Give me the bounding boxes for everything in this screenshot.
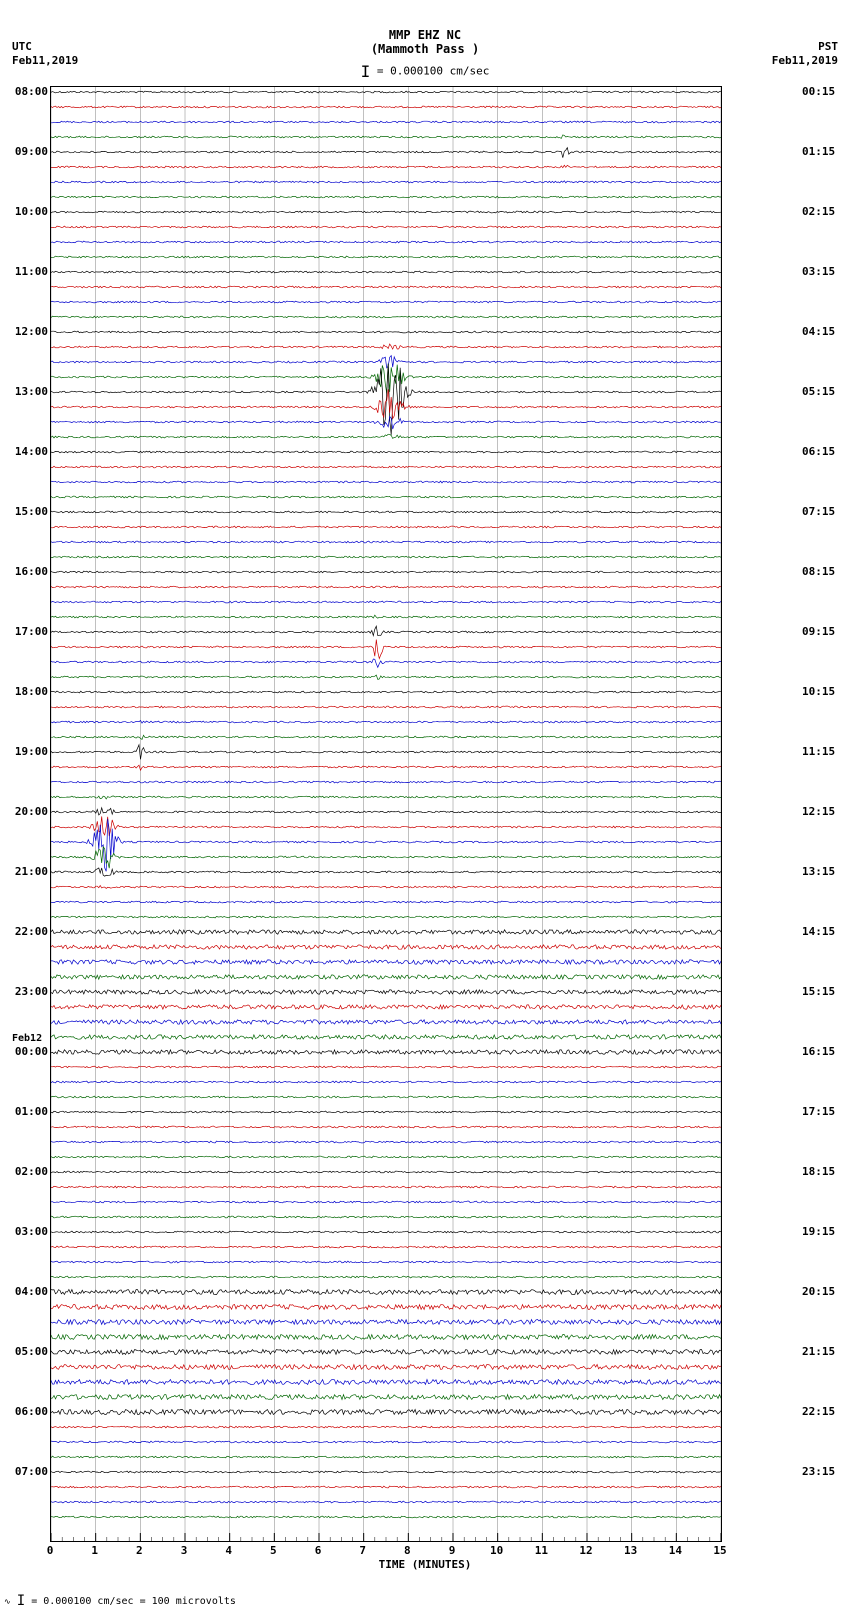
pst-time-label: 04:15 [802,325,838,338]
utc-time-label: 15:00 [12,505,48,518]
seismogram-container: MMP EHZ NC (Mammoth Pass ) I = 0.000100 … [0,0,850,1613]
utc-label: UTC [12,40,32,53]
x-axis-label: TIME (MINUTES) [0,1558,850,1571]
pst-time-label: 07:15 [802,505,838,518]
x-tick-label: 8 [404,1544,411,1557]
pst-time-label: 20:15 [802,1285,838,1298]
utc-time-label: 21:00 [12,865,48,878]
x-tick-label: 0 [47,1544,54,1557]
utc-time-label: 10:00 [12,205,48,218]
footer-text: = 0.000100 cm/sec = 100 microvolts [31,1596,236,1607]
pst-time-label: 10:15 [802,685,838,698]
x-tick-label: 6 [315,1544,322,1557]
utc-time-label: 17:00 [12,625,48,638]
utc-time-label: 16:00 [12,565,48,578]
x-tick-label: 4 [225,1544,232,1557]
x-tick-label: 13 [624,1544,637,1557]
pst-time-label: 01:15 [802,145,838,158]
pst-time-label: 16:15 [802,1045,838,1058]
station-code: MMP EHZ NC [0,28,850,42]
x-tick-label: 10 [490,1544,503,1557]
seismogram-svg [51,87,721,1541]
utc-time-label: 09:00 [12,145,48,158]
x-tick-label: 7 [359,1544,366,1557]
utc-time-label: 04:00 [12,1285,48,1298]
pst-time-label: 13:15 [802,865,838,878]
pst-time-label: 23:15 [802,1465,838,1478]
x-tick-label: 12 [579,1544,592,1557]
pst-time-label: 18:15 [802,1165,838,1178]
x-tick-label: 9 [449,1544,456,1557]
utc-time-label: 08:00 [12,85,48,98]
pst-time-label: 12:15 [802,805,838,818]
pst-time-label: 21:15 [802,1345,838,1358]
utc-time-label: 07:00 [12,1465,48,1478]
pst-time-label: 15:15 [802,985,838,998]
utc-time-label: 00:00 [12,1045,48,1058]
utc-time-label: 12:00 [12,325,48,338]
x-tick-label: 15 [713,1544,726,1557]
utc-time-label: 05:00 [12,1345,48,1358]
pst-time-label: 17:15 [802,1105,838,1118]
scale-indicator: I = 0.000100 cm/sec [0,62,850,81]
utc-time-label: 11:00 [12,265,48,278]
pst-time-label: 11:15 [802,745,838,758]
date-marker: Feb12 [12,1033,42,1044]
pst-time-label: 19:15 [802,1225,838,1238]
pst-time-label: 08:15 [802,565,838,578]
pst-time-label: 00:15 [802,85,838,98]
utc-time-label: 03:00 [12,1225,48,1238]
utc-time-label: 19:00 [12,745,48,758]
utc-time-label: 18:00 [12,685,48,698]
pst-time-label: 05:15 [802,385,838,398]
pst-date: Feb11,2019 [772,54,838,67]
pst-label: PST [818,40,838,53]
scale-text: = 0.000100 cm/sec [377,65,490,78]
utc-time-label: 22:00 [12,925,48,938]
pst-time-label: 06:15 [802,445,838,458]
x-tick-label: 11 [535,1544,548,1557]
plot-area [50,86,722,1542]
utc-date: Feb11,2019 [12,54,78,67]
footer-scale: ∿ I = 0.000100 cm/sec = 100 microvolts [4,1593,236,1609]
x-tick-label: 5 [270,1544,277,1557]
x-tick-label: 1 [91,1544,98,1557]
utc-time-label: 02:00 [12,1165,48,1178]
pst-time-label: 02:15 [802,205,838,218]
utc-time-label: 14:00 [12,445,48,458]
x-tick-label: 14 [669,1544,682,1557]
utc-time-label: 06:00 [12,1405,48,1418]
utc-time-label: 01:00 [12,1105,48,1118]
pst-time-label: 03:15 [802,265,838,278]
utc-time-label: 13:00 [12,385,48,398]
x-tick-label: 2 [136,1544,143,1557]
utc-time-label: 20:00 [12,805,48,818]
pst-time-label: 14:15 [802,925,838,938]
utc-time-label: 23:00 [12,985,48,998]
x-tick-label: 3 [181,1544,188,1557]
pst-time-label: 22:15 [802,1405,838,1418]
pst-time-label: 09:15 [802,625,838,638]
station-name: (Mammoth Pass ) [0,42,850,56]
